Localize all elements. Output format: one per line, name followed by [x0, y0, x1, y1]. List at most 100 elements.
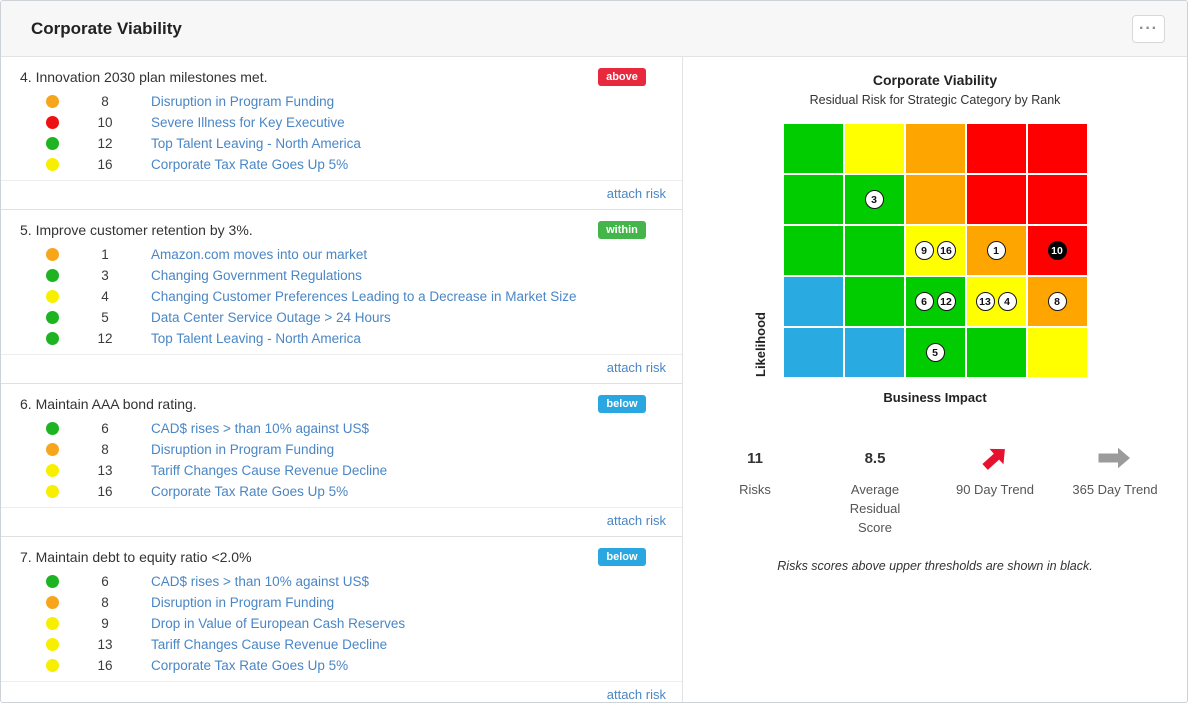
risk-name-link[interactable]: Amazon.com moves into our market [151, 247, 368, 263]
heatmap-cell [1027, 328, 1087, 377]
risk-score: 6 [101, 574, 109, 590]
risk-name-link[interactable]: Changing Government Regulations [151, 268, 362, 284]
risk-severity-dot-icon [46, 575, 59, 589]
heatmap-cell [783, 328, 843, 377]
risk-severity-dot-icon [46, 485, 59, 499]
status-badge: within [598, 221, 646, 240]
heatmap-cell [783, 277, 843, 326]
page-header: Corporate Viability ··· [1, 1, 1187, 57]
heatmap-cell [783, 175, 843, 224]
risk-rank-marker[interactable]: 10 [1047, 241, 1067, 260]
risk-row: 3 Changing Government Regulations [1, 265, 682, 286]
risk-row: 13 Tariff Changes Cause Revenue Decline [1, 634, 682, 655]
risk-score: 9 [101, 616, 109, 632]
main-content: 4. Innovation 2030 plan milestones met. … [1, 57, 1187, 702]
objective-footer: attach risk [1, 507, 682, 536]
heatmap-cell [844, 328, 904, 377]
risk-name-link[interactable]: CAD$ rises > than 10% against US$ [151, 421, 369, 437]
objectives-list: 4. Innovation 2030 plan milestones met. … [1, 57, 683, 702]
objective-card: 5. Improve customer retention by 3%. wit… [1, 210, 682, 385]
objective-card: 6. Maintain AAA bond rating. below 6 CAD… [1, 384, 682, 538]
objective-footer: attach risk [1, 180, 682, 209]
risk-row: 9 Drop in Value of European Cash Reserve… [1, 613, 682, 634]
risk-name-link[interactable]: CAD$ rises > than 10% against US$ [151, 574, 369, 590]
risk-severity-dot-icon [46, 95, 59, 109]
risk-score: 16 [97, 157, 113, 173]
risk-rank-marker[interactable]: 4 [997, 292, 1017, 311]
stat-365-day-trend: 365 Day Trend [1055, 438, 1175, 538]
risk-rank-marker[interactable]: 16 [936, 241, 956, 260]
risk-count-value: 11 [747, 449, 763, 467]
risk-row: 1 Amazon.com moves into our market [1, 244, 682, 265]
risk-score: 8 [101, 94, 109, 110]
risk-rank-marker[interactable]: 1 [986, 241, 1006, 260]
trend-up-right-arrow-icon [935, 438, 1055, 478]
attach-risk-link[interactable]: attach risk [606, 186, 666, 202]
heatmap-cell [844, 124, 904, 173]
risk-severity-dot-icon [46, 617, 59, 631]
risk-severity-dot-icon [46, 659, 59, 673]
heatmap-cell: 8 [1027, 277, 1087, 326]
risk-rank-marker[interactable]: 3 [864, 190, 884, 209]
heatmap-cell [844, 226, 904, 275]
risk-score: 13 [97, 463, 113, 479]
risk-heatmap-panel: Corporate Viability Residual Risk for St… [683, 57, 1187, 702]
y-axis-label: Likelihood [752, 312, 768, 377]
objective-title: 5. Improve customer retention by 3%. [20, 222, 253, 239]
attach-risk-link[interactable]: attach risk [606, 360, 666, 376]
risk-severity-dot-icon [46, 638, 59, 652]
risk-rank-marker[interactable]: 5 [925, 343, 945, 362]
risk-name-link[interactable]: Disruption in Program Funding [151, 94, 335, 110]
heatmap-area: Likelihood 3 9 16 1 10 6 12 13 4 8 5 [753, 124, 1087, 377]
risk-name-link[interactable]: Disruption in Program Funding [151, 595, 335, 611]
risk-rank-marker[interactable]: 6 [914, 292, 934, 311]
risk-score: 1 [101, 247, 109, 263]
stats-row: 11 Risks 8.5 Average Residual Score 90 D… [683, 438, 1187, 538]
risk-name-link[interactable]: Corporate Tax Rate Goes Up 5% [151, 484, 349, 500]
attach-risk-link[interactable]: attach risk [606, 687, 666, 702]
ellipsis-menu-button[interactable]: ··· [1132, 14, 1165, 43]
x-axis-label: Business Impact [883, 390, 987, 405]
risk-rank-marker[interactable]: 13 [975, 292, 995, 311]
risk-rank-marker[interactable]: 9 [914, 241, 934, 260]
risk-name-link[interactable]: Top Talent Leaving - North America [151, 331, 361, 347]
heatmap-cell [783, 226, 843, 275]
risk-severity-dot-icon [46, 158, 59, 172]
objective-header: 5. Improve customer retention by 3%. wit… [1, 221, 682, 244]
risk-name-link[interactable]: Severe Illness for Key Executive [151, 115, 345, 131]
trend-90-label: 90 Day Trend [955, 482, 1035, 497]
risk-row: 8 Disruption in Program Funding [1, 592, 682, 613]
risk-rows: 6 CAD$ rises > than 10% against US$ 8 Di… [1, 571, 682, 676]
risk-rank-marker[interactable]: 12 [936, 292, 956, 311]
risk-rank-marker[interactable]: 8 [1047, 292, 1067, 311]
heatmap-cell [783, 124, 843, 173]
risk-score: 5 [101, 310, 109, 326]
risk-severity-dot-icon [46, 464, 59, 478]
risk-name-link[interactable]: Tariff Changes Cause Revenue Decline [151, 637, 388, 653]
risk-name-link[interactable]: Top Talent Leaving - North America [151, 136, 361, 152]
risk-severity-dot-icon [46, 332, 59, 346]
risk-severity-dot-icon [46, 137, 59, 151]
risk-score: 12 [97, 136, 113, 152]
risk-score: 10 [97, 115, 113, 131]
page-title: Corporate Viability [31, 18, 182, 38]
risk-severity-dot-icon [46, 290, 59, 304]
risk-name-link[interactable]: Corporate Tax Rate Goes Up 5% [151, 658, 349, 674]
risk-name-link[interactable]: Changing Customer Preferences Leading to… [151, 289, 577, 305]
risk-name-link[interactable]: Disruption in Program Funding [151, 442, 335, 458]
risk-name-link[interactable]: Data Center Service Outage > 24 Hours [151, 310, 391, 326]
attach-risk-link[interactable]: attach risk [606, 513, 666, 529]
heatmap-cell [966, 124, 1026, 173]
risk-severity-dot-icon [46, 269, 59, 283]
objective-footer: attach risk [1, 354, 682, 383]
risk-row: 13 Tariff Changes Cause Revenue Decline [1, 460, 682, 481]
objective-header: 6. Maintain AAA bond rating. below [1, 395, 682, 418]
risk-name-link[interactable]: Tariff Changes Cause Revenue Decline [151, 463, 388, 479]
risk-rows: 1 Amazon.com moves into our market 3 Cha… [1, 244, 682, 349]
stat-90-day-trend: 90 Day Trend [935, 438, 1055, 538]
objective-title: 7. Maintain debt to equity ratio <2.0% [20, 549, 252, 566]
risk-name-link[interactable]: Corporate Tax Rate Goes Up 5% [151, 157, 349, 173]
risk-name-link[interactable]: Drop in Value of European Cash Reserves [151, 616, 406, 632]
heatmap-cell: 3 [844, 175, 904, 224]
